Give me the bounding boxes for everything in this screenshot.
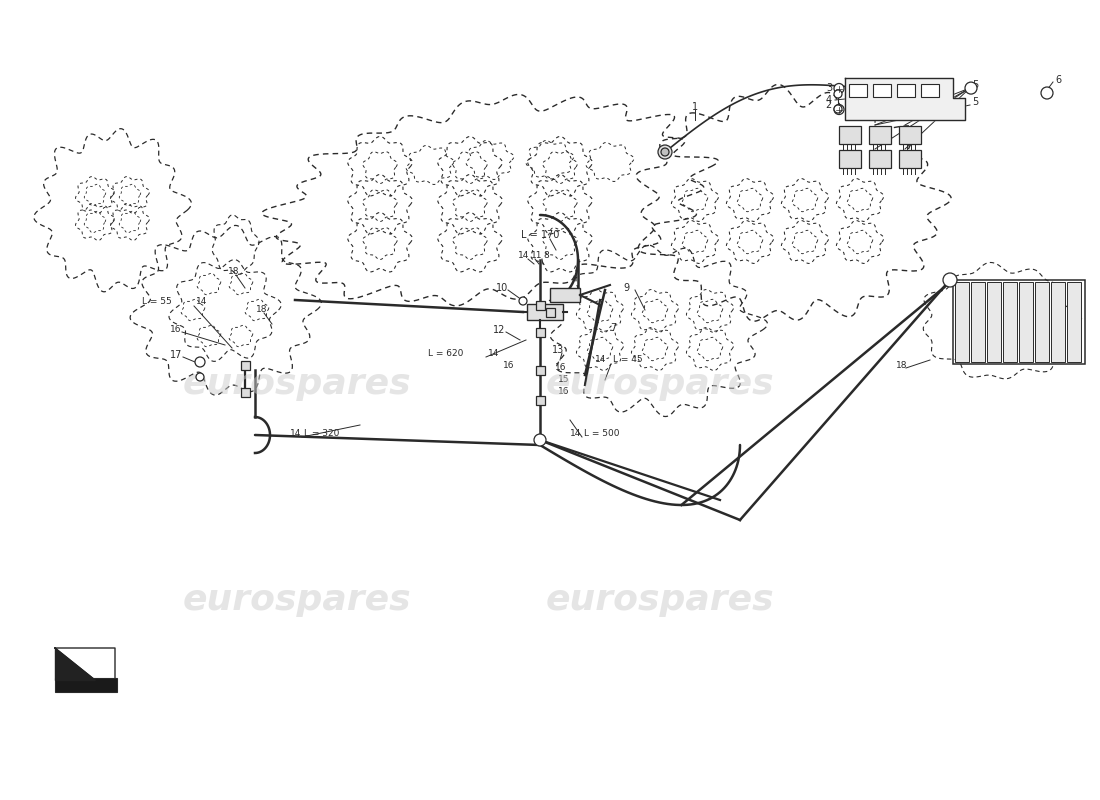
Bar <box>873 84 891 98</box>
Bar <box>896 84 915 98</box>
Bar <box>921 84 939 98</box>
Text: eurospares: eurospares <box>546 583 774 617</box>
Bar <box>849 84 867 98</box>
Text: 5: 5 <box>972 80 978 90</box>
Text: 16: 16 <box>558 387 570 397</box>
Text: eurospares: eurospares <box>183 367 411 401</box>
Text: 6: 6 <box>1055 75 1061 85</box>
Text: 14: 14 <box>196 298 208 306</box>
Bar <box>971 282 984 362</box>
Text: 16: 16 <box>556 363 566 373</box>
Polygon shape <box>55 648 116 680</box>
Text: L = 170: L = 170 <box>520 230 559 240</box>
Text: 10: 10 <box>496 283 508 293</box>
Text: 18: 18 <box>896 361 907 370</box>
Text: eurospares: eurospares <box>183 583 411 617</box>
Circle shape <box>1041 87 1053 99</box>
Circle shape <box>834 105 842 113</box>
Bar <box>55 678 117 692</box>
Bar <box>241 361 250 370</box>
Text: 14: 14 <box>518 250 529 259</box>
Circle shape <box>195 357 205 367</box>
Text: 12: 12 <box>493 325 505 335</box>
Bar <box>1067 282 1081 362</box>
Text: 18: 18 <box>256 306 267 314</box>
Text: L = 45: L = 45 <box>613 355 642 365</box>
Polygon shape <box>845 78 965 120</box>
Bar <box>987 282 1001 362</box>
Bar <box>527 304 563 320</box>
Bar <box>241 387 250 397</box>
Bar <box>1003 282 1018 362</box>
Circle shape <box>534 434 546 446</box>
Text: 1: 1 <box>692 102 698 112</box>
Text: 4: 4 <box>826 95 832 105</box>
Text: L = 55: L = 55 <box>142 298 172 306</box>
Bar <box>839 150 861 168</box>
Circle shape <box>943 273 957 287</box>
Text: 16: 16 <box>503 361 515 370</box>
Text: 13: 13 <box>552 345 564 355</box>
Text: 14: 14 <box>290 429 301 438</box>
Text: L = 500: L = 500 <box>584 429 619 438</box>
Text: 14: 14 <box>570 429 582 438</box>
Text: 8: 8 <box>543 250 549 259</box>
Text: 5: 5 <box>972 97 978 107</box>
Text: 7: 7 <box>610 323 616 333</box>
Bar <box>536 366 544 374</box>
Text: 3: 3 <box>826 83 832 93</box>
Text: L = 620: L = 620 <box>428 349 463 358</box>
Bar <box>536 395 544 405</box>
Bar <box>536 301 544 310</box>
Circle shape <box>661 148 669 156</box>
Bar <box>955 282 969 362</box>
Text: 16: 16 <box>170 326 182 334</box>
Circle shape <box>834 105 844 114</box>
Circle shape <box>196 373 204 381</box>
Text: eurospares: eurospares <box>546 367 774 401</box>
Bar <box>899 150 921 168</box>
Text: 14: 14 <box>595 355 606 365</box>
Text: 14: 14 <box>488 349 499 358</box>
Bar <box>899 126 921 144</box>
Circle shape <box>658 145 672 159</box>
Circle shape <box>965 82 977 94</box>
Circle shape <box>834 90 842 98</box>
Text: 15: 15 <box>558 375 570 385</box>
Bar <box>550 288 580 302</box>
Bar <box>1019 282 1033 362</box>
Text: L = 320: L = 320 <box>304 429 340 438</box>
Bar <box>953 280 1085 364</box>
Text: 2: 2 <box>826 100 832 110</box>
Bar <box>1050 282 1065 362</box>
Text: 9: 9 <box>623 283 629 293</box>
Bar <box>869 150 891 168</box>
Text: 18: 18 <box>228 267 240 277</box>
Circle shape <box>834 83 844 94</box>
Bar <box>536 327 544 337</box>
Bar <box>1035 282 1049 362</box>
Text: 17: 17 <box>170 350 183 360</box>
Polygon shape <box>55 648 95 680</box>
Bar <box>546 307 554 317</box>
Bar <box>869 126 891 144</box>
Bar <box>839 126 861 144</box>
Circle shape <box>519 297 527 305</box>
Text: 11: 11 <box>531 250 542 259</box>
